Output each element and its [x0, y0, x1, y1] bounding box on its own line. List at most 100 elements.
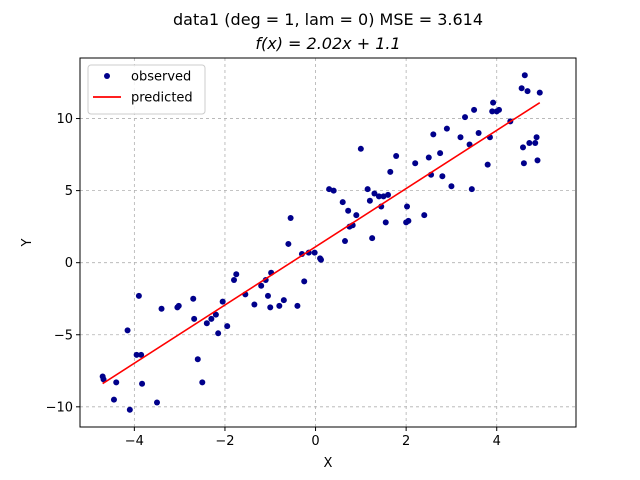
- observed-point: [311, 249, 318, 256]
- observed-point: [412, 160, 419, 167]
- observed-point: [437, 150, 444, 157]
- observed-point: [294, 302, 301, 309]
- observed-point: [533, 134, 540, 141]
- observed-point: [382, 219, 389, 226]
- observed-point: [468, 186, 475, 193]
- grid-lines: [80, 58, 576, 427]
- legend: observed predicted: [87, 64, 206, 115]
- observed-point: [190, 295, 197, 302]
- observed-point: [490, 99, 497, 106]
- observed-point: [215, 330, 222, 337]
- observed-point: [462, 114, 469, 121]
- observed-point: [366, 197, 373, 204]
- observed-point: [224, 323, 231, 330]
- observed-point: [280, 297, 287, 304]
- legend-observed-label: observed: [131, 70, 191, 85]
- observed-point: [194, 356, 201, 363]
- x-axis-label: X: [324, 456, 333, 471]
- observed-point: [532, 140, 539, 147]
- observed-point: [135, 292, 142, 299]
- observed-point: [380, 193, 387, 200]
- observed-point: [404, 203, 411, 210]
- y-tick-label: −10: [46, 400, 73, 415]
- predicted-line: [102, 102, 541, 385]
- observed-point: [158, 305, 165, 312]
- observed-point: [138, 351, 145, 358]
- legend-observed-marker: [104, 73, 110, 79]
- observed-point: [301, 278, 308, 285]
- observed-point: [405, 217, 412, 224]
- observed-point: [534, 157, 541, 164]
- observed-point: [357, 145, 364, 152]
- observed-point: [425, 154, 432, 161]
- observed-point: [524, 88, 531, 95]
- observed-point: [443, 125, 450, 132]
- observed-point: [521, 72, 528, 79]
- y-tick-label: −5: [54, 328, 73, 343]
- observed-point: [471, 106, 478, 113]
- observed-point: [339, 199, 346, 206]
- observed-point: [375, 193, 382, 200]
- observed-point: [341, 238, 348, 245]
- observed-point: [520, 160, 527, 167]
- observed-point: [369, 235, 376, 242]
- observed-point: [489, 108, 496, 115]
- y-tick-label: 0: [65, 256, 73, 271]
- observed-point: [371, 190, 378, 197]
- observed-point: [536, 89, 543, 96]
- observed-point: [345, 207, 352, 214]
- observed-point: [457, 134, 464, 141]
- observed-point: [326, 186, 333, 193]
- observed-point: [430, 131, 437, 138]
- x-tick-label: −2: [215, 434, 234, 449]
- legend-predicted-label: predicted: [131, 91, 193, 106]
- observed-point: [484, 161, 491, 168]
- observed-point: [387, 168, 394, 175]
- observed-point: [496, 106, 502, 113]
- x-tick-label: 0: [311, 434, 319, 449]
- x-tick-label: 4: [493, 434, 501, 449]
- y-tick-label: 10: [56, 112, 73, 127]
- observed-point: [133, 351, 140, 358]
- observed-point: [393, 153, 400, 160]
- observed-point: [264, 292, 271, 299]
- observed-point: [126, 406, 133, 413]
- observed-point: [267, 304, 274, 311]
- observed-point: [203, 320, 210, 327]
- observed-point: [298, 251, 305, 258]
- observed-point: [233, 271, 240, 278]
- plot-data: [99, 72, 543, 413]
- observed-point: [317, 256, 324, 263]
- plot-frame: [79, 57, 577, 428]
- observed-point: [526, 140, 533, 147]
- observed-point: [385, 191, 392, 198]
- y-tick-label: 5: [65, 184, 73, 199]
- observed-point: [212, 311, 219, 318]
- chart-title-line1: data1 (deg = 1, lam = 0) MSE = 3.614: [173, 10, 483, 29]
- observed-point: [191, 315, 198, 322]
- observed-point: [208, 315, 215, 322]
- chart-title-line2: f(x) = 2.02x + 1.1: [255, 34, 400, 53]
- legend-box: [87, 64, 206, 115]
- observed-point: [276, 302, 283, 309]
- observed-point: [353, 212, 360, 219]
- observed-point: [364, 186, 371, 193]
- observed-point: [287, 215, 294, 221]
- observed-point: [518, 85, 525, 92]
- observed-point: [330, 187, 337, 194]
- observed-point: [154, 399, 160, 406]
- observed-point: [421, 212, 428, 219]
- x-tick-label: −4: [125, 434, 144, 449]
- observed-point: [448, 183, 455, 190]
- observed-point: [110, 396, 117, 403]
- observed-point: [251, 301, 258, 308]
- observed-point: [258, 282, 265, 289]
- observed-point: [124, 327, 131, 334]
- observed-point: [475, 129, 482, 136]
- observed-point: [231, 276, 238, 283]
- observed-point: [113, 379, 120, 386]
- observed-point: [285, 240, 292, 247]
- x-tick-label: 2: [402, 434, 410, 449]
- observed-point: [100, 376, 107, 383]
